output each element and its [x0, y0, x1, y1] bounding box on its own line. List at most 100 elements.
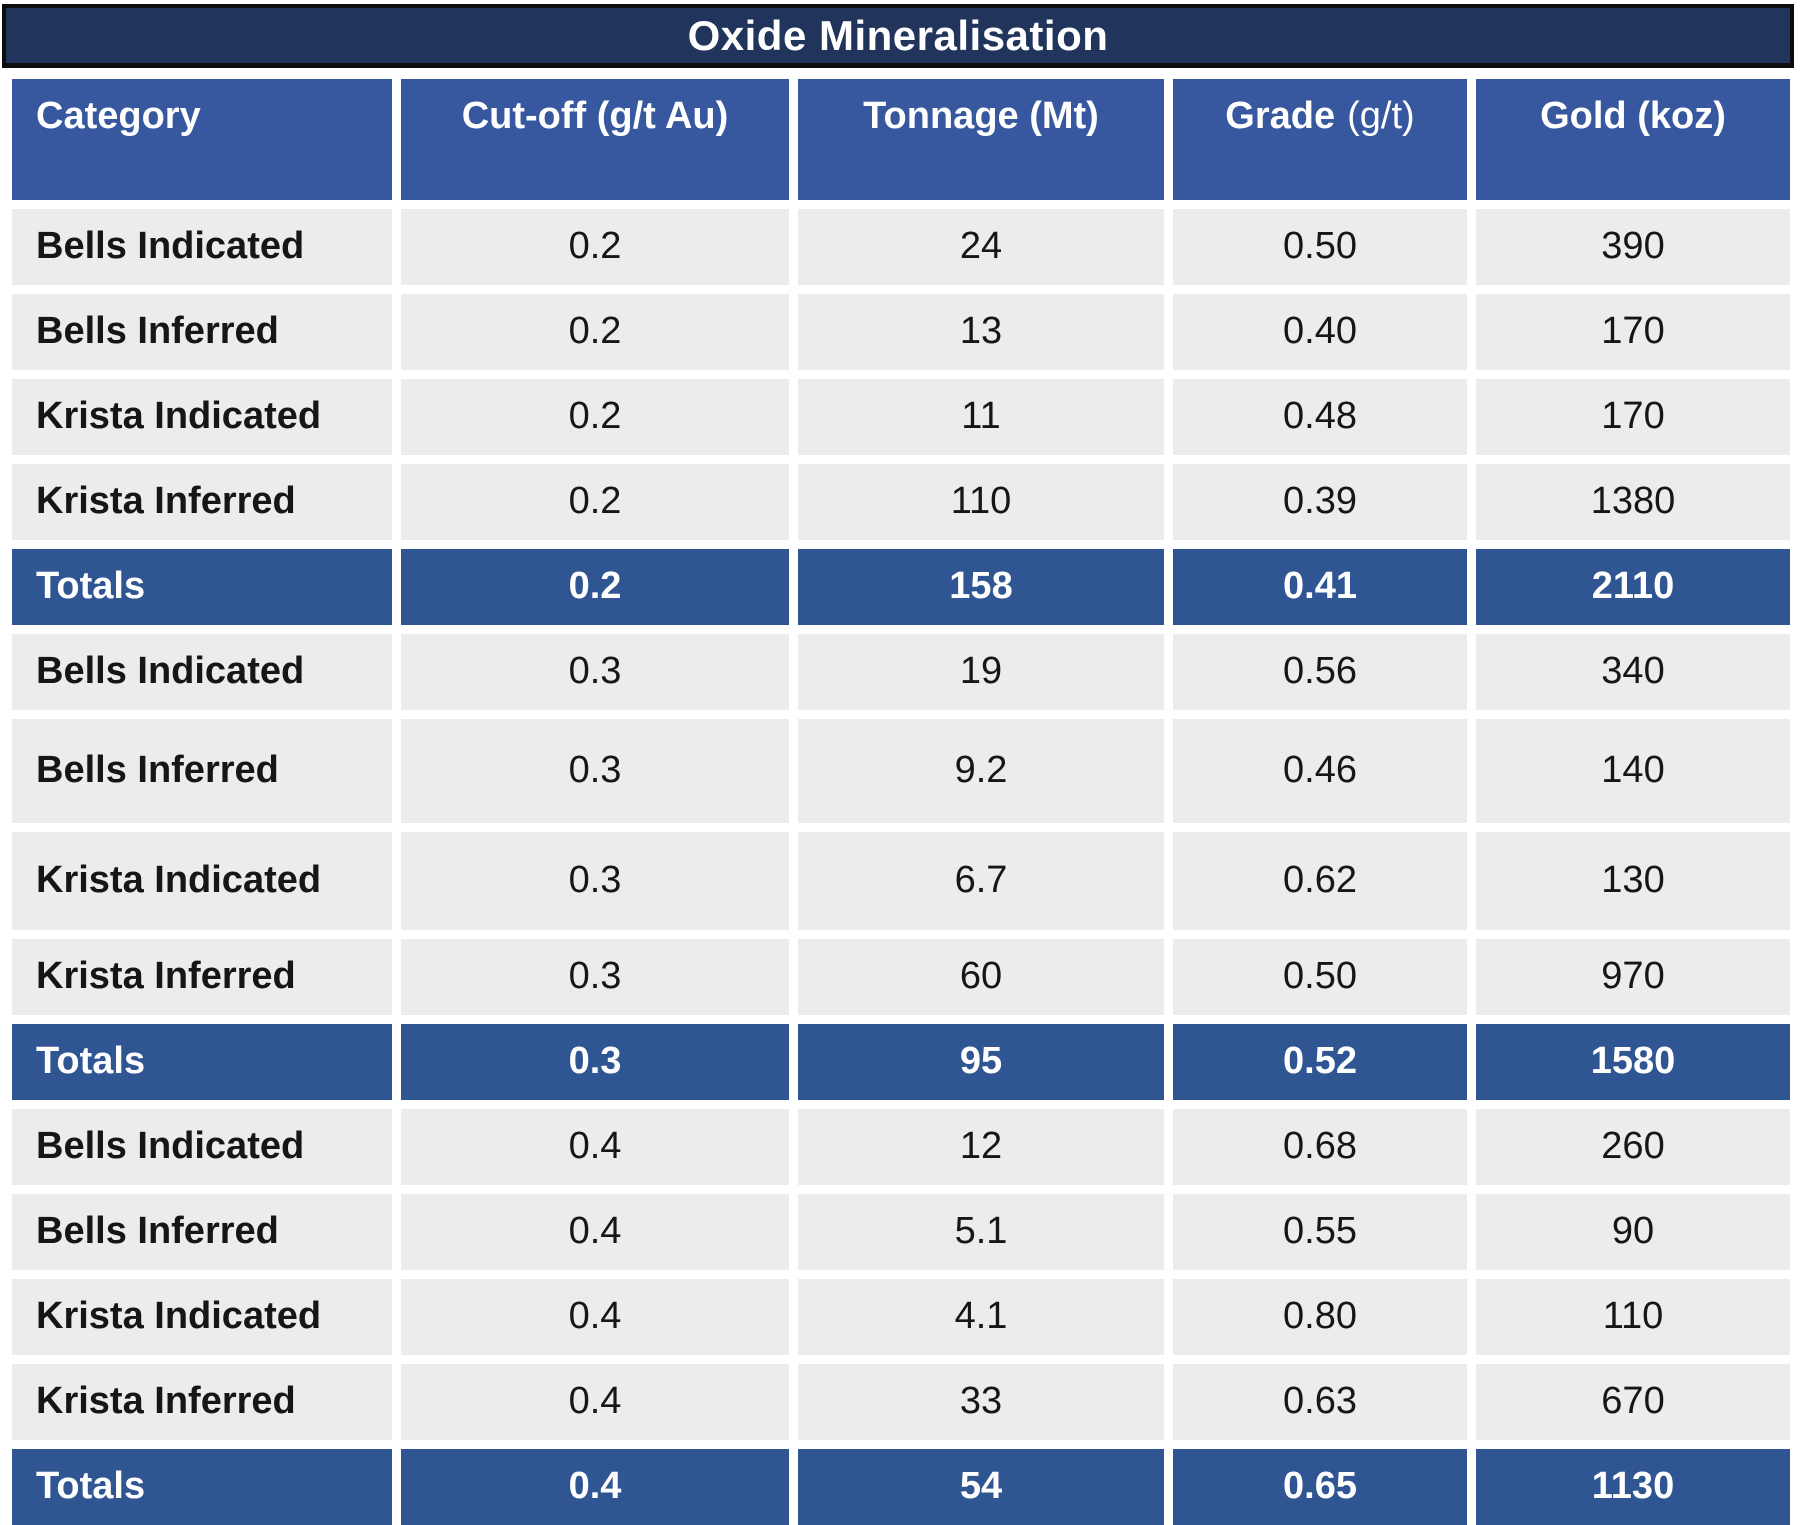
value-cell: 12: [798, 1109, 1164, 1185]
value-cell: 0.4: [401, 1279, 789, 1355]
value-cell: 0.52: [1173, 1024, 1467, 1100]
table-title: Oxide Mineralisation: [687, 11, 1109, 59]
value-cell: 0.3: [401, 634, 789, 710]
value-cell: 60: [798, 939, 1164, 1015]
value-cell: 6.7: [798, 832, 1164, 930]
data-row: Bells Indicated 0.3 19 0.56 340: [12, 634, 1790, 710]
value-cell: 0.55: [1173, 1194, 1467, 1270]
value-cell: 0.39: [1173, 464, 1467, 540]
table-title-bar: Oxide Mineralisation: [2, 4, 1794, 68]
value-cell: 0.2: [401, 549, 789, 625]
totals-row: Totals 0.3 95 0.52 1580: [12, 1024, 1790, 1100]
value-cell: 0.68: [1173, 1109, 1467, 1185]
category-cell: Krista Inferred: [12, 939, 392, 1015]
value-cell: 0.2: [401, 464, 789, 540]
value-cell: 0.56: [1173, 634, 1467, 710]
data-row: Bells Inferred 0.4 5.1 0.55 90: [12, 1194, 1790, 1270]
header-cell-gold-koz: Gold (koz): [1476, 79, 1790, 200]
oxide-mineralisation-table: Category Cut-off (g/t Au) Tonnage (Mt) Grad…: [12, 79, 1790, 1525]
value-cell: 9.2: [798, 719, 1164, 823]
value-cell: 4.1: [798, 1279, 1164, 1355]
totals-row: Totals 0.2 158 0.41 2110: [12, 549, 1790, 625]
value-cell: 1580: [1476, 1024, 1790, 1100]
value-cell: 0.2: [401, 294, 789, 370]
data-row: Bells Indicated 0.2 24 0.50 390: [12, 209, 1790, 285]
value-cell: 33: [798, 1364, 1164, 1440]
value-cell: 13: [798, 294, 1164, 370]
value-cell: 130: [1476, 832, 1790, 930]
value-cell: 0.50: [1173, 939, 1467, 1015]
value-cell: 0.3: [401, 1024, 789, 1100]
header-cell-tonnage-mt: Tonnage (Mt): [798, 79, 1164, 200]
value-cell: 0.40: [1173, 294, 1467, 370]
value-cell: 170: [1476, 379, 1790, 455]
category-cell: Totals: [12, 549, 392, 625]
value-cell: 24: [798, 209, 1164, 285]
header-cell-category: Category: [12, 79, 392, 200]
value-cell: 0.2: [401, 379, 789, 455]
value-cell: 110: [1476, 1279, 1790, 1355]
value-cell: 0.4: [401, 1449, 789, 1525]
value-cell: 0.4: [401, 1109, 789, 1185]
data-row: Krista Inferred 0.2 110 0.39 1380: [12, 464, 1790, 540]
category-cell: Krista Indicated: [12, 379, 392, 455]
value-cell: 0.3: [401, 832, 789, 930]
value-cell: 0.80: [1173, 1279, 1467, 1355]
value-cell: 0.62: [1173, 832, 1467, 930]
header-row: Category Cut-off (g/t Au) Tonnage (Mt) Grad…: [12, 79, 1790, 200]
data-row: Krista Indicated 0.3 6.7 0.62 130: [12, 832, 1790, 930]
category-cell: Bells Indicated: [12, 1109, 392, 1185]
value-cell: 2110: [1476, 549, 1790, 625]
value-cell: 0.50: [1173, 209, 1467, 285]
value-cell: 0.41: [1173, 549, 1467, 625]
category-cell: Krista Inferred: [12, 464, 392, 540]
category-cell: Bells Inferred: [12, 294, 392, 370]
value-cell: 0.4: [401, 1364, 789, 1440]
value-cell: 140: [1476, 719, 1790, 823]
value-cell: 110: [798, 464, 1164, 540]
value-cell: 970: [1476, 939, 1790, 1015]
value-cell: 11: [798, 379, 1164, 455]
value-cell: 340: [1476, 634, 1790, 710]
value-cell: 1130: [1476, 1449, 1790, 1525]
value-cell: 19: [798, 634, 1164, 710]
totals-row: Totals 0.4 54 0.65 1130: [12, 1449, 1790, 1525]
data-row: Bells Indicated 0.4 12 0.68 260: [12, 1109, 1790, 1185]
data-row: Bells Inferred 0.2 13 0.40 170: [12, 294, 1790, 370]
value-cell: 95: [798, 1024, 1164, 1100]
value-cell: 170: [1476, 294, 1790, 370]
value-cell: 1380: [1476, 464, 1790, 540]
data-row: Krista Inferred 0.3 60 0.50 970: [12, 939, 1790, 1015]
data-row: Krista Indicated 0.4 4.1 0.80 110: [12, 1279, 1790, 1355]
value-cell: 0.46: [1173, 719, 1467, 823]
value-cell: 0.3: [401, 719, 789, 823]
value-cell: 158: [798, 549, 1164, 625]
value-cell: 0.4: [401, 1194, 789, 1270]
data-row: Bells Inferred 0.3 9.2 0.46 140: [12, 719, 1790, 823]
value-cell: 390: [1476, 209, 1790, 285]
page: Oxide Mineralisation Category Cut-off (g/…: [0, 4, 1804, 1525]
category-cell: Krista Indicated: [12, 1279, 392, 1355]
category-cell: Totals: [12, 1449, 392, 1525]
value-cell: 0.65: [1173, 1449, 1467, 1525]
value-cell: 5.1: [798, 1194, 1164, 1270]
value-cell: 0.3: [401, 939, 789, 1015]
data-row: Krista Inferred 0.4 33 0.63 670: [12, 1364, 1790, 1440]
category-cell: Bells Indicated: [12, 209, 392, 285]
category-cell: Krista Indicated: [12, 832, 392, 930]
value-cell: 0.63: [1173, 1364, 1467, 1440]
header-cell-grade: Grade (g/t): [1173, 79, 1467, 200]
value-cell: 0.48: [1173, 379, 1467, 455]
category-cell: Bells Inferred: [12, 1194, 392, 1270]
category-cell: Bells Inferred: [12, 719, 392, 823]
category-cell: Totals: [12, 1024, 392, 1100]
value-cell: 260: [1476, 1109, 1790, 1185]
category-cell: Krista Inferred: [12, 1364, 392, 1440]
category-cell: Bells Indicated: [12, 634, 392, 710]
header-cell-cut-off-g-t-au: Cut-off (g/t Au): [401, 79, 789, 200]
data-row: Krista Indicated 0.2 11 0.48 170: [12, 379, 1790, 455]
value-cell: 54: [798, 1449, 1164, 1525]
value-cell: 0.2: [401, 209, 789, 285]
value-cell: 90: [1476, 1194, 1790, 1270]
value-cell: 670: [1476, 1364, 1790, 1440]
